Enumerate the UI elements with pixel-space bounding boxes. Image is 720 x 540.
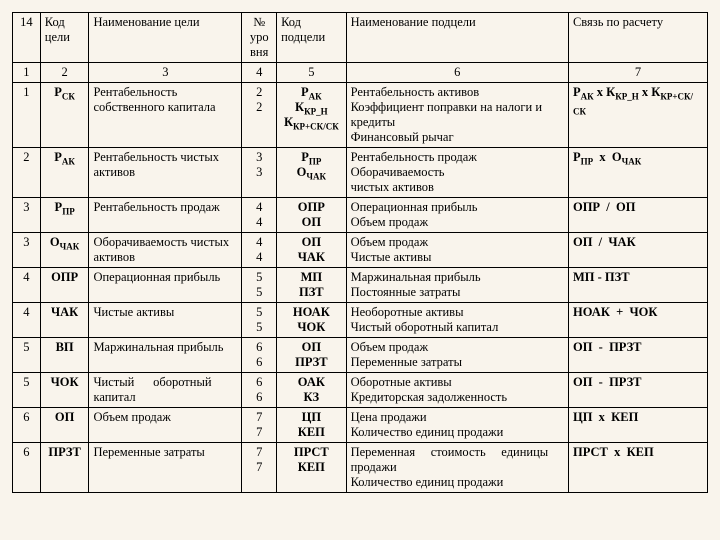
cell-name: Объем продаж bbox=[89, 408, 242, 443]
cell-n: 5 bbox=[13, 373, 41, 408]
cell-desc: Маржинальная прибыльПостоянные затраты bbox=[346, 268, 568, 303]
header-col-6: Наименование подцели bbox=[346, 13, 568, 63]
cell-sub: РАКККР_НККР+СК/СК bbox=[277, 83, 347, 148]
cell-calc: МП - ПЗТ bbox=[568, 268, 707, 303]
cell-desc: Цена продажиКоличество единиц продажи bbox=[346, 408, 568, 443]
cell-name: Рентабельность собственного капитала bbox=[89, 83, 242, 148]
cell-lvl: 55 bbox=[242, 303, 277, 338]
cell-n: 3 bbox=[13, 233, 41, 268]
numrow-col-6: 6 bbox=[346, 63, 568, 83]
cell-sub: ОПЧАК bbox=[277, 233, 347, 268]
numrow-col-7: 7 bbox=[568, 63, 707, 83]
cell-code: РПР bbox=[40, 198, 89, 233]
cell-n: 4 bbox=[13, 268, 41, 303]
cell-lvl: 33 bbox=[242, 148, 277, 198]
cell-calc: РАК х ККР_Н х ККР+СК/СК bbox=[568, 83, 707, 148]
cell-code: ОП bbox=[40, 408, 89, 443]
numrow-col-1: 1 bbox=[13, 63, 41, 83]
cell-desc: Необоротные активыЧистый оборотный капит… bbox=[346, 303, 568, 338]
cell-n: 6 bbox=[13, 443, 41, 493]
cell-name: Переменные затраты bbox=[89, 443, 242, 493]
cell-code: ОПР bbox=[40, 268, 89, 303]
numrow-col-5: 5 bbox=[277, 63, 347, 83]
cell-name: Операционная прибыль bbox=[89, 268, 242, 303]
cell-desc: Объем продажЧистые активы bbox=[346, 233, 568, 268]
cell-calc: НОАК + ЧОК bbox=[568, 303, 707, 338]
cell-name: Чистые активы bbox=[89, 303, 242, 338]
cell-sub: МППЗТ bbox=[277, 268, 347, 303]
goals-table: 14Код целиНаименование цели№ уро вняКод … bbox=[12, 12, 708, 493]
cell-calc: ПРСТ х КЕП bbox=[568, 443, 707, 493]
cell-lvl: 77 bbox=[242, 408, 277, 443]
cell-sub: ОАККЗ bbox=[277, 373, 347, 408]
cell-calc: ОПР / ОП bbox=[568, 198, 707, 233]
header-col-5: Код подцели bbox=[277, 13, 347, 63]
cell-desc: Переменная стоимость единицы продажиКоли… bbox=[346, 443, 568, 493]
cell-code: ЧАК bbox=[40, 303, 89, 338]
cell-n: 5 bbox=[13, 338, 41, 373]
cell-code: ВП bbox=[40, 338, 89, 373]
cell-lvl: 66 bbox=[242, 338, 277, 373]
cell-name: Чистый оборотный капитал bbox=[89, 373, 242, 408]
cell-sub: ЦПКЕП bbox=[277, 408, 347, 443]
header-col-7: Связь по расчету bbox=[568, 13, 707, 63]
cell-desc: Объем продажПеременные затраты bbox=[346, 338, 568, 373]
cell-code: ПРЗТ bbox=[40, 443, 89, 493]
cell-name: Рентабельность продаж bbox=[89, 198, 242, 233]
cell-lvl: 66 bbox=[242, 373, 277, 408]
cell-n: 2 bbox=[13, 148, 41, 198]
numrow-col-2: 2 bbox=[40, 63, 89, 83]
cell-lvl: 22 bbox=[242, 83, 277, 148]
cell-name: Маржинальная прибыль bbox=[89, 338, 242, 373]
cell-sub: НОАКЧОК bbox=[277, 303, 347, 338]
cell-sub: ОПРОП bbox=[277, 198, 347, 233]
cell-desc: Рентабельность продажОборачиваемостьчист… bbox=[346, 148, 568, 198]
cell-code: РСК bbox=[40, 83, 89, 148]
cell-sub: ПРСТКЕП bbox=[277, 443, 347, 493]
cell-lvl: 55 bbox=[242, 268, 277, 303]
cell-calc: ОП - ПРЗТ bbox=[568, 338, 707, 373]
cell-calc: ЦП х КЕП bbox=[568, 408, 707, 443]
cell-code: ЧОК bbox=[40, 373, 89, 408]
cell-n: 3 bbox=[13, 198, 41, 233]
cell-lvl: 44 bbox=[242, 233, 277, 268]
cell-n: 1 bbox=[13, 83, 41, 148]
header-col-1: 14 bbox=[13, 13, 41, 63]
cell-sub: ОППРЗТ bbox=[277, 338, 347, 373]
cell-code: ОЧАК bbox=[40, 233, 89, 268]
cell-code: РАК bbox=[40, 148, 89, 198]
numrow-col-3: 3 bbox=[89, 63, 242, 83]
cell-calc: ОП - ПРЗТ bbox=[568, 373, 707, 408]
cell-desc: Рентабельность активовКоэффициент поправ… bbox=[346, 83, 568, 148]
header-col-4: № уро вня bbox=[242, 13, 277, 63]
header-col-2: Код цели bbox=[40, 13, 89, 63]
cell-n: 6 bbox=[13, 408, 41, 443]
cell-desc: Оборотные активыКредиторская задолженнос… bbox=[346, 373, 568, 408]
cell-calc: РПР х ОЧАК bbox=[568, 148, 707, 198]
cell-lvl: 77 bbox=[242, 443, 277, 493]
cell-lvl: 44 bbox=[242, 198, 277, 233]
cell-name: Рентабельность чистых активов bbox=[89, 148, 242, 198]
cell-calc: ОП / ЧАК bbox=[568, 233, 707, 268]
cell-name: Оборачиваемость чистых активов bbox=[89, 233, 242, 268]
cell-sub: РПРОЧАК bbox=[277, 148, 347, 198]
cell-desc: Операционная прибыльОбъем продаж bbox=[346, 198, 568, 233]
header-col-3: Наименование цели bbox=[89, 13, 242, 63]
numrow-col-4: 4 bbox=[242, 63, 277, 83]
cell-n: 4 bbox=[13, 303, 41, 338]
